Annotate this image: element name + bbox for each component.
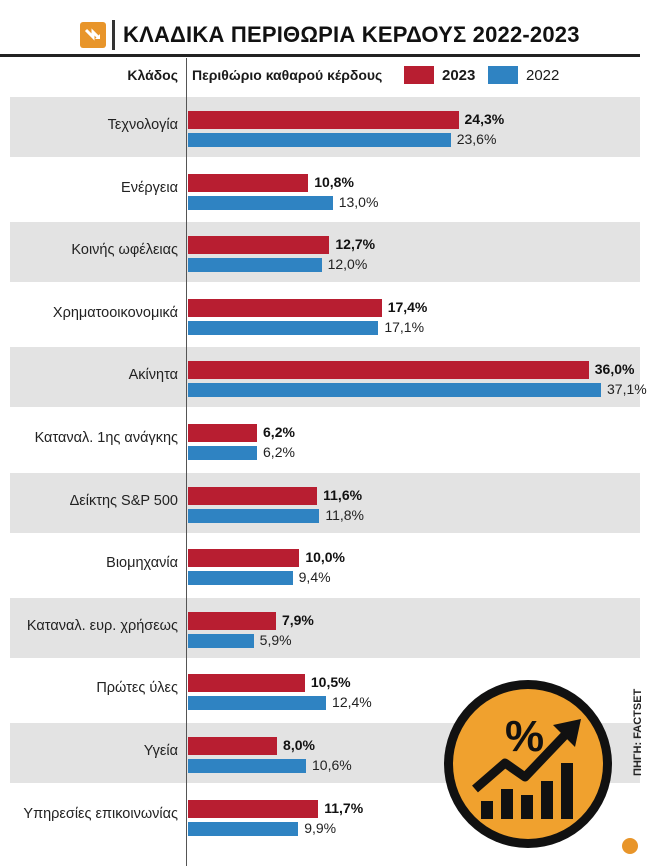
category-label: Ενέργεια <box>121 179 178 196</box>
bar-2022 <box>188 759 306 773</box>
value-label-2023: 6,2% <box>263 424 295 440</box>
bar-2022 <box>188 258 322 273</box>
value-label-2023: 8,0% <box>283 737 315 753</box>
value-label-2022: 12,0% <box>327 256 368 273</box>
bar-2023 <box>188 486 318 505</box>
value-label-2023: 17,4% <box>387 298 428 315</box>
bar-2022 <box>188 446 258 460</box>
value-label-2023: 36,0% <box>594 361 635 378</box>
bar-2023 <box>188 298 382 317</box>
bar-2023 <box>188 611 276 630</box>
bar-2022 <box>188 633 254 648</box>
column-header: Κλάδος Περιθώριο καθαρού κέρδους 2023 20… <box>0 58 640 94</box>
value-label-2023: 10,0% <box>305 549 346 566</box>
value-label-2022: 11,8% <box>325 506 365 523</box>
bar-2022 <box>188 508 320 523</box>
category-label: Πρώτες ύλες <box>96 680 178 697</box>
legend-2023: 2023 <box>404 66 475 84</box>
bar-2022 <box>188 195 333 210</box>
value-label-2023: 10,8% <box>314 173 354 190</box>
chart-title: ΚΛΑΔΙΚΑ ΠΕΡΙΘΩΡΙΑ ΚΕΡΔΟΥΣ 2022-2023 <box>123 22 580 47</box>
bar-2023 <box>188 424 258 442</box>
chart-row: Υπηρεσίες επικοινωνίας 11,7% 9,9% <box>10 786 640 846</box>
value-label-2023: 10,5% <box>310 674 351 691</box>
value-label-2022: 12,4% <box>332 694 372 711</box>
category-label: Ακίνητα <box>128 367 178 384</box>
title-divider <box>112 20 115 50</box>
category-label: Κοινής ωφέλειας <box>71 242 178 259</box>
chart-row: Ακίνητα 36,0% 37,1% <box>10 347 647 408</box>
bar-2023 <box>188 236 330 255</box>
value-label-2023: 11,7% <box>324 799 364 816</box>
category-label: Υγεία <box>143 743 178 759</box>
bar-2022 <box>188 133 451 147</box>
category-label: Τεχνολογία <box>107 117 178 133</box>
header-rule <box>0 54 640 57</box>
category-label: Καταναλ. 1ης ανάγκης <box>34 430 178 446</box>
legend-label-2023: 2023 <box>442 66 476 84</box>
publisher-logo-icon <box>622 838 638 854</box>
chart-row: Κοινής ωφέλειας 12,7% 12,0% <box>10 222 640 283</box>
value-label-2022: 10,6% <box>312 757 352 773</box>
legend-swatch-2022 <box>488 66 518 84</box>
category-label: Δείκτης S&P 500 <box>69 492 178 509</box>
value-label-2022: 9,9% <box>304 819 337 836</box>
category-label: Υπηρεσίες επικοινωνίας <box>23 805 178 822</box>
value-label-2022: 17,1% <box>384 318 425 335</box>
bar-2022 <box>188 571 293 586</box>
value-label-2023: 11,6% <box>323 486 363 503</box>
value-label-2022: 9,4% <box>298 569 331 586</box>
bar-2023 <box>188 361 589 380</box>
value-label-2023: 12,7% <box>335 236 376 253</box>
bar-2023 <box>188 737 278 755</box>
chart-row: Καταναλ. 1ης ανάγκης 6,2% 6,2% <box>10 410 640 470</box>
legend-2022: 2022 <box>488 66 559 84</box>
chart-row: Ενέργεια 10,8% 13,0% <box>10 160 640 220</box>
source-note: ΠΗΓΗ: FACTSET <box>632 688 644 776</box>
chart-row: Βιομηχανία 10,0% 9,4% <box>10 535 640 595</box>
bar-2023 <box>188 549 300 568</box>
value-label-2022: 5,9% <box>259 631 292 648</box>
axis-line <box>186 58 187 866</box>
margin-column-label: Περιθώριο καθαρού κέρδους <box>192 67 383 83</box>
legend-swatch-2023 <box>404 66 434 84</box>
category-label: Βιομηχανία <box>106 555 178 572</box>
bar-2022 <box>188 383 601 398</box>
category-label: Καταναλ. ευρ. χρήσεως <box>26 617 178 634</box>
chart-row: Καταναλ. ευρ. χρήσεως 7,9% 5,9% <box>10 597 640 658</box>
chart-row: Χρηματοοικονομικά 17,4% 17,1% <box>10 285 640 345</box>
bar-2023 <box>188 111 459 129</box>
chart-row: Δείκτης S&P 500 11,6% 11,8% <box>10 472 640 533</box>
bar-2023 <box>188 173 309 192</box>
badge-background: % <box>453 689 603 839</box>
bar-2023 <box>188 799 319 818</box>
value-label-2022: 6,2% <box>263 444 295 460</box>
value-label-2022: 13,0% <box>338 193 379 210</box>
sector-column-label: Κλάδος <box>127 67 178 83</box>
bar-2022 <box>188 320 379 335</box>
category-label: Χρηματοοικονομικά <box>52 304 178 321</box>
svg-text:%: % <box>505 712 544 761</box>
value-label-2022: 23,6% <box>456 131 497 147</box>
value-label-2023: 24,3% <box>464 111 505 127</box>
title-bar: ΚΛΑΔΙΚΑ ΠΕΡΙΘΩΡΙΑ ΚΕΡΔΟΥΣ 2022-2023 <box>80 18 580 52</box>
bar-2023 <box>188 674 305 693</box>
chart-row: Τεχνολογία 24,3% 23,6% <box>10 97 640 157</box>
value-label-2023: 7,9% <box>281 611 314 628</box>
trend-arrow-icon <box>80 22 106 48</box>
bar-2022 <box>188 821 299 836</box>
value-label-2022: 37,1% <box>607 381 647 398</box>
percent-growth-badge: % <box>444 680 612 848</box>
legend-label-2022: 2022 <box>526 66 560 84</box>
growth-chart-icon: % <box>472 712 581 819</box>
bar-2022 <box>188 696 327 711</box>
chart-row: Πρώτες ύλες 10,5% 12,4% <box>10 660 640 720</box>
